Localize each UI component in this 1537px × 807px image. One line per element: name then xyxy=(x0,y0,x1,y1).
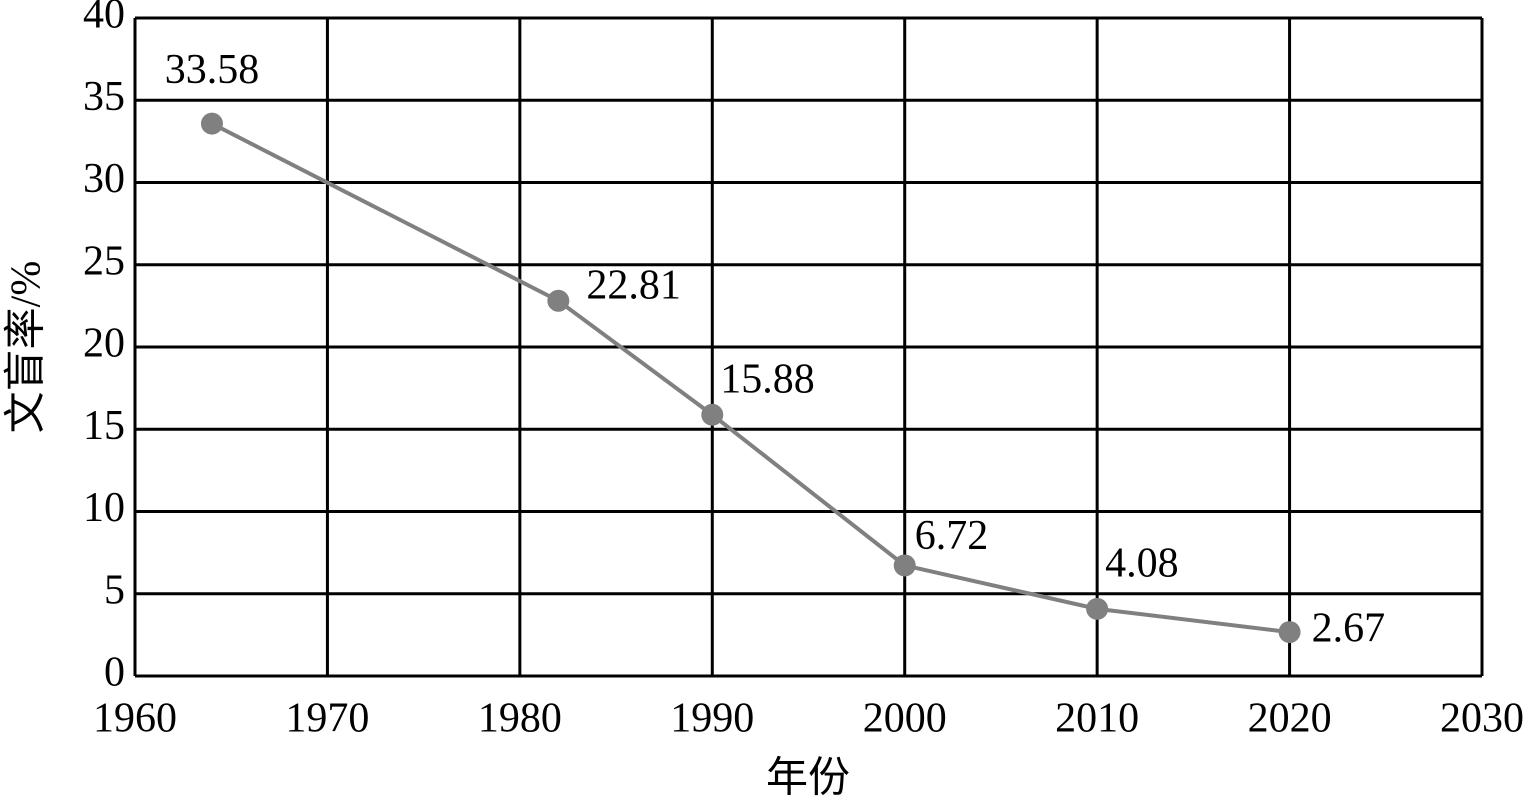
x-tick-label: 1960 xyxy=(93,696,177,742)
y-tick-label: 0 xyxy=(104,650,125,696)
x-tick-label: 2000 xyxy=(863,696,947,742)
x-axis-label: 年份 xyxy=(766,755,850,802)
y-tick-label: 35 xyxy=(83,74,125,120)
y-tick-label: 15 xyxy=(83,403,125,449)
data-point xyxy=(1086,597,1109,620)
y-tick-label: 25 xyxy=(83,238,125,284)
x-tick-label: 2020 xyxy=(1248,696,1332,742)
data-label: 22.81 xyxy=(586,262,681,308)
data-line xyxy=(211,121,1290,635)
x-tick-label: 1970 xyxy=(285,696,369,742)
x-tick-label: 2010 xyxy=(1055,696,1139,742)
data-point xyxy=(893,554,916,577)
data-label: 33.58 xyxy=(165,47,260,93)
x-tick-label: 1990 xyxy=(670,696,754,742)
data-label: 6.72 xyxy=(915,513,989,559)
data-label: 15.88 xyxy=(720,356,815,402)
data-point xyxy=(547,289,570,312)
data-point xyxy=(701,403,724,426)
y-tick-label: 20 xyxy=(83,321,125,367)
x-tick-label: 2030 xyxy=(1440,696,1524,742)
x-tick-label: 1980 xyxy=(478,696,562,742)
data-label: 4.08 xyxy=(1105,541,1179,587)
y-tick-label: 30 xyxy=(83,156,125,202)
data-label: 2.67 xyxy=(1312,606,1386,652)
y-tick-label: 10 xyxy=(83,485,125,531)
y-tick-label: 5 xyxy=(104,567,125,613)
y-axis-label: 文盲率/% xyxy=(3,261,50,434)
data-point xyxy=(200,112,223,135)
y-tick-label: 40 xyxy=(83,0,125,38)
data-point xyxy=(1278,621,1301,644)
